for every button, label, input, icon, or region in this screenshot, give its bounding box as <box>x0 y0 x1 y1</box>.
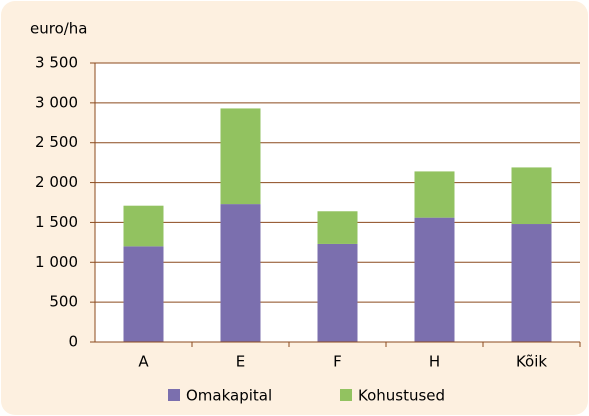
x-tick-label: Kõik <box>516 353 547 371</box>
x-tick-label: H <box>429 353 440 371</box>
bar-segment <box>317 211 358 244</box>
bar-segment <box>511 167 552 225</box>
y-tick-label: 1 500 <box>35 213 78 231</box>
bar-segment <box>511 224 552 342</box>
legend-label: Omakapital <box>186 387 272 405</box>
bar-segment <box>123 205 164 247</box>
bar-segment <box>414 171 455 218</box>
x-tick-label: A <box>138 353 149 371</box>
y-tick-label: 3 500 <box>35 54 78 72</box>
bar-segment <box>123 246 164 342</box>
y-tick-label: 3 000 <box>35 93 78 111</box>
legend-label: Kohustused <box>358 387 445 405</box>
bar-segment <box>317 243 358 342</box>
y-tick-label: 1 000 <box>35 253 78 271</box>
legend-swatch <box>340 389 352 401</box>
y-tick-label: 2 500 <box>35 133 78 151</box>
y-axis-label: euro/ha <box>30 20 88 38</box>
x-tick-label: F <box>333 353 342 371</box>
bar-segment <box>220 204 261 342</box>
y-tick-label: 0 <box>68 333 78 351</box>
bar-segment <box>414 217 455 342</box>
y-tick-label: 500 <box>49 293 78 311</box>
x-tick-label: E <box>236 353 245 371</box>
y-tick-label: 2 000 <box>35 173 78 191</box>
bar-segment <box>220 108 261 205</box>
legend-swatch <box>168 389 180 401</box>
